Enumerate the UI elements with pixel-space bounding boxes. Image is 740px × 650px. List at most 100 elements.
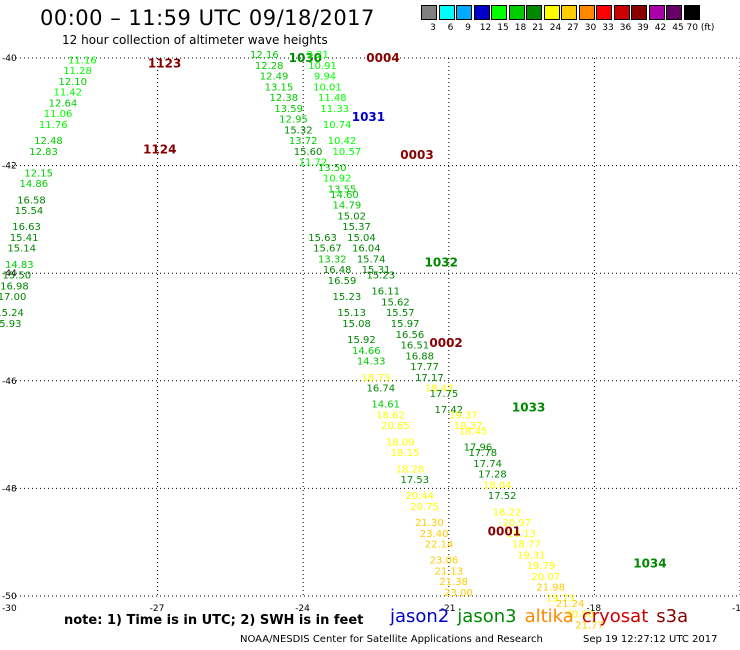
color-scale-cell (648, 5, 665, 20)
color-scale-cell (578, 5, 595, 20)
wave-height-value: 20.97 (502, 518, 531, 529)
pass-id-label: 1034 (633, 557, 666, 571)
wave-height-value: 21.38 (439, 577, 468, 588)
y-tick-label: -44 (2, 269, 17, 279)
wave-height-value: 14.83 (5, 260, 34, 271)
wave-height-value: 17.96 (464, 443, 493, 454)
color-scale-cell (631, 5, 647, 20)
wave-height-value: 9.94 (314, 72, 336, 83)
wave-height-value: 18.43 (425, 384, 454, 395)
wave-height-value: 15.31 (362, 265, 391, 276)
color-scale-label: 18 (514, 23, 527, 33)
wave-height-value: 20.90 (566, 610, 595, 621)
wave-height-value: 17.74 (473, 459, 502, 470)
wave-height-value: 15.04 (347, 233, 376, 244)
wave-height-value: 12.83 (29, 147, 58, 158)
y-tick-label: -48 (2, 484, 17, 494)
wave-height-value: 18.45 (459, 427, 488, 438)
wave-height-value: 11.72 (299, 158, 328, 169)
wave-height-value: 15.23 (367, 271, 396, 282)
satellite-legend: jason2 jason3 altika cryosat s3a (390, 606, 696, 627)
pass-id-label: 0004 (366, 51, 399, 65)
wave-height-value: 12.15 (24, 168, 53, 179)
pass-id-label: 0001 (488, 524, 521, 538)
wave-height-value: 20.65 (381, 421, 410, 432)
wave-height-value: 13.50 (318, 163, 347, 174)
footer-credit: NOAA/NESDIS Center for Satellite Applica… (240, 634, 543, 645)
wave-height-value: 21.98 (536, 583, 565, 594)
pass-id-label: 1032 (425, 255, 458, 269)
wave-height-value: 14.33 (357, 357, 386, 368)
wave-height-value: 18.09 (386, 437, 415, 448)
wave-height-value: 15.97 (391, 319, 420, 330)
wave-height-value: 13.59 (274, 104, 303, 115)
color-scale-label: 36 (619, 23, 632, 33)
wave-height-value: 14.79 (333, 201, 362, 212)
color-scale-label: 15 (497, 23, 509, 33)
y-tick-label: -40 (2, 54, 17, 64)
wave-height-value: 17.52 (488, 491, 517, 502)
wave-height-value: 12.10 (58, 77, 87, 88)
wave-height-value: 15.60 (294, 147, 323, 158)
pass-id-label: 1124 (143, 142, 176, 156)
wave-height-value: 15.92 (347, 335, 376, 346)
color-scale-label: 42 (654, 23, 667, 33)
color-scale-cell (438, 5, 455, 20)
wave-height-value: 15.54 (15, 206, 44, 217)
wave-height-value: 10.42 (328, 136, 357, 147)
wave-height-value: 13.72 (289, 136, 318, 147)
wave-height-value: 20.75 (410, 502, 439, 513)
wave-height-value: 21.24 (556, 599, 585, 610)
legend-item-s3a: s3a (656, 606, 689, 627)
wave-height-value: 13.15 (265, 82, 294, 93)
wave-height-value: 15.50 (3, 271, 32, 282)
wave-height-value: 11.48 (318, 93, 347, 104)
wave-height-value: 17.75 (430, 389, 459, 400)
wave-height-value: 20.07 (532, 572, 561, 583)
wave-height-value: 15.67 (313, 244, 342, 255)
wave-height-value: 11.33 (320, 104, 349, 115)
wave-height-value: 18.22 (493, 507, 522, 518)
wave-height-value: 11.28 (63, 66, 92, 77)
x-tick-label: -15 (732, 604, 740, 614)
wave-height-value: 21.77 (575, 620, 604, 631)
wave-height-value: 12.48 (34, 136, 63, 147)
color-scale-cell (491, 5, 507, 20)
color-scale-cell (526, 5, 542, 20)
pass-id-label: 1030 (289, 51, 322, 65)
wave-height-value: 15.02 (337, 211, 366, 222)
wave-height-value: 16.63 (12, 222, 41, 233)
wave-height-value: 10.74 (323, 120, 352, 131)
wave-height-value: 14.66 (352, 346, 381, 357)
wave-height-value: 16.48 (323, 265, 352, 276)
legend-item-jason3: jason3 (457, 606, 517, 627)
note-text: note: 1) Time is in UTC; 2) SWH is in fe… (64, 613, 364, 628)
color-scale-label: 30 (584, 23, 597, 33)
color-scale-cell (473, 5, 490, 20)
wave-height-value: 19.37 (454, 421, 483, 432)
wave-height-value: 17.17 (415, 373, 444, 384)
wave-height-value: 12.64 (49, 98, 78, 109)
wave-height-value: 11.16 (68, 55, 97, 66)
wave-height-value: 17.42 (434, 405, 463, 416)
color-scale-label: 24 (549, 23, 562, 33)
wave-height-value: 11.06 (44, 109, 73, 120)
x-tick-label: -27 (150, 604, 165, 614)
pass-id-label: 0003 (400, 148, 433, 162)
wave-height-value: 15.41 (10, 233, 39, 244)
color-scale-cell (683, 5, 700, 20)
wave-height-value: 16.51 (401, 341, 430, 352)
wave-height-value: 23.40 (420, 529, 449, 540)
wave-height-value: 15.08 (342, 319, 371, 330)
color-scale-label: 33 (602, 23, 614, 33)
wave-height-value: 20.44 (405, 491, 434, 502)
color-scale-cell (596, 5, 612, 20)
wave-height-value: 15.62 (381, 297, 410, 308)
wave-height-value: 17.28 (478, 470, 507, 481)
pass-id-label: 0002 (429, 336, 462, 350)
wave-height-value: 23.06 (430, 556, 459, 567)
wave-height-value: 16.98 (0, 281, 29, 292)
pass-id-label: 1123 (148, 56, 181, 70)
footer-timestamp: Sep 19 12:27:12 UTC 2017 (583, 634, 718, 645)
wave-height-value: 17.77 (410, 362, 439, 373)
